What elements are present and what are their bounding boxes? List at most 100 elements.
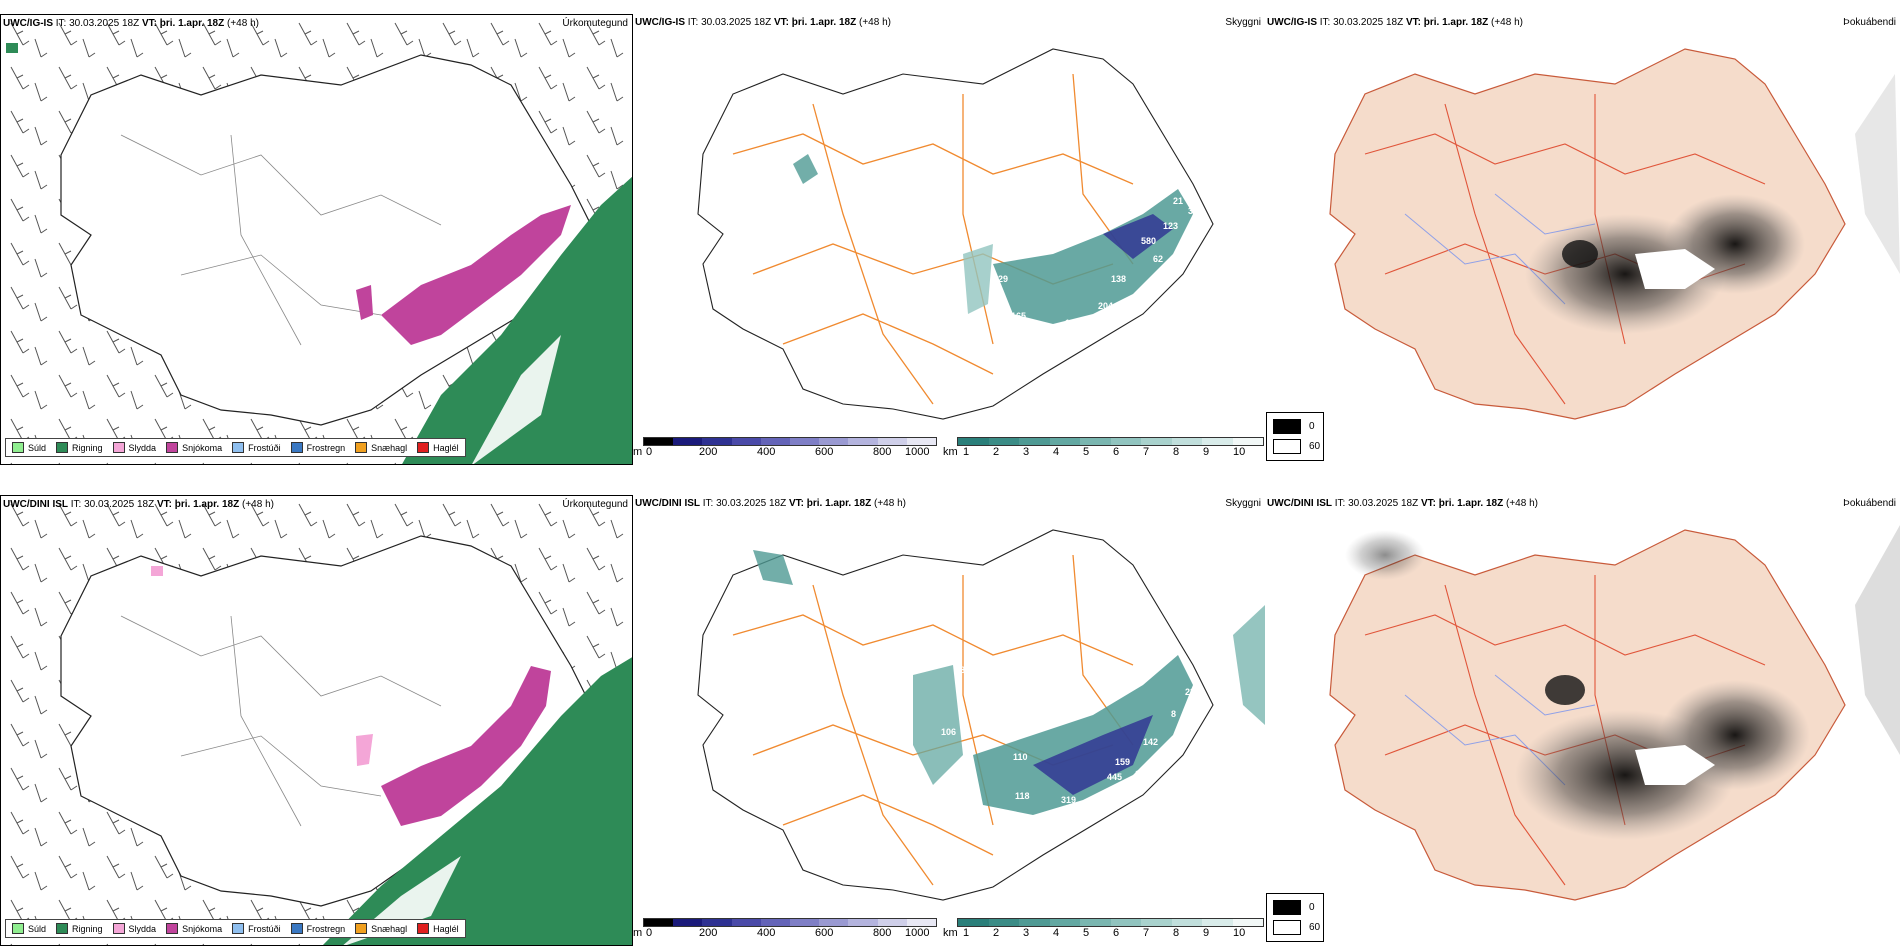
low-ceiling-area (1033, 715, 1153, 795)
legend-item-frostudi: Frostúði (232, 923, 281, 934)
vis-swatch (1019, 919, 1050, 926)
vis-unit: km (943, 446, 958, 458)
visibility-panel-dini: 185 106 110 42 142 159 445 118 319 149 8… (633, 495, 1265, 947)
snow-area (381, 666, 551, 826)
legend-swatch (290, 442, 303, 453)
ceiling-swatch (819, 919, 849, 926)
panel-title: Úrkomutegund (562, 18, 628, 29)
ceiling-swatch (877, 919, 907, 926)
vis-value: 18 (1163, 272, 1173, 282)
precip-legend: Súld Rigning Slydda Snjókoma Frostúði Fr… (5, 919, 466, 938)
ceiling-swatch (760, 438, 791, 445)
vis-tick: 2 (993, 446, 1000, 458)
panel-title: Þokuábendi (1843, 17, 1896, 28)
vis-value: 319 (1061, 795, 1076, 805)
vis-unit: km (943, 927, 958, 939)
ceiling-swatch (819, 438, 849, 445)
ceiling-tick: 400 (757, 446, 776, 458)
vis-swatch (1171, 919, 1202, 926)
vis-swatch (988, 438, 1019, 445)
ceiling-swatch (702, 438, 732, 445)
vis-value: 580 (1141, 236, 1156, 246)
rivers (120, 615, 442, 827)
fog-legend-value: 0 (1309, 421, 1315, 432)
vis-swatch (1110, 919, 1141, 926)
fog-area (1545, 675, 1585, 705)
vis-value: 149 (1085, 803, 1100, 813)
legend-swatch (12, 923, 24, 934)
rain-spot (6, 43, 18, 53)
legend-swatch (112, 923, 125, 934)
vis-tick: 4 (1053, 927, 1060, 939)
ceiling-tick: 800 (873, 927, 892, 939)
vis-value: 106 (1135, 769, 1150, 779)
panel-title: Þokuábendi (1843, 498, 1896, 509)
ceiling-swatch (731, 438, 761, 445)
fog-area-offshore (1855, 525, 1900, 755)
vis-swatch (958, 919, 989, 926)
ceiling-swatch (644, 438, 674, 445)
ceiling-tick: 200 (699, 927, 718, 939)
ceiling-swatch (848, 919, 878, 926)
ceiling-tick: 0 (646, 446, 653, 458)
vis-swatch (1080, 919, 1111, 926)
legend-swatch (232, 442, 245, 453)
visibility-values: 154 16 229 165 138 127 204 83 580 123 62… (868, 196, 1193, 328)
ceiling-tick: 400 (757, 927, 776, 939)
vis-tick: 8 (1173, 927, 1180, 939)
vis-swatch (1049, 919, 1080, 926)
vis-swatch (1080, 438, 1111, 445)
legend-item-snaehagl: Snæhagl (355, 923, 407, 934)
vis-tick: 3 (1023, 446, 1030, 458)
ceiling-swatch (673, 919, 703, 926)
ceiling-swatch (702, 919, 732, 926)
low-visibility-area-3 (793, 154, 818, 184)
vis-swatch (1232, 438, 1263, 445)
legend-swatch (417, 442, 430, 453)
fog-panel-igis: UWC/IG-IS IT: 30.03.2025 18Z VT: þri. 1.… (1265, 14, 1900, 466)
vis-tick: 3 (1023, 927, 1030, 939)
rain-gap (472, 335, 561, 464)
legend-swatch (417, 923, 430, 934)
legend-item-sudl: Súld (12, 923, 46, 934)
vis-tick: 5 (1083, 446, 1090, 458)
visibility-colorbar: km 1 2 3 4 5 6 7 8 9 10 (943, 918, 1265, 946)
fog-legend-swatch (1273, 419, 1301, 434)
vis-tick: 6 (1113, 446, 1120, 458)
vis-value: 106 (941, 727, 956, 737)
legend-swatch (112, 442, 125, 453)
panel-header: UWC/IG-IS IT: 30.03.2025 18Z VT: þri. 1.… (635, 17, 891, 28)
vis-tick: 9 (1203, 927, 1210, 939)
vis-swatch (958, 438, 989, 445)
ceiling-swatch (906, 919, 937, 926)
fog-panel-dini: UWC/DINI ISL IT: 30.03.2025 18Z VT: þri.… (1265, 495, 1900, 947)
snow-patch (356, 285, 373, 320)
ceiling-tick: 0 (646, 927, 653, 939)
vis-value: 229 (993, 274, 1008, 284)
ceiling-tick: 1000 (905, 927, 930, 939)
precip-legend: Súld Rigning Slydda Snjókoma Frostúði Fr… (5, 438, 466, 457)
vis-value: 165 (1011, 311, 1026, 321)
ceiling-colorbar: m 0 200 400 600 800 1000 (633, 437, 938, 465)
ceiling-swatch (760, 919, 791, 926)
vis-value: 62 (1153, 254, 1163, 264)
ceiling-swatch (731, 919, 761, 926)
vis-tick: 8 (1173, 446, 1180, 458)
ceiling-swatch (673, 438, 703, 445)
precip-type-panel-igis: UWC/IG-IS IT: 30.03.2025 18Z VT: þri. 1.… (0, 14, 633, 465)
panel-header: UWC/DINI ISL IT: 30.03.2025 18Z VT: þri.… (3, 499, 274, 510)
glacier (1635, 745, 1715, 785)
ceiling-swatch (848, 438, 878, 445)
vis-swatch (1141, 919, 1172, 926)
legend-item-rigning: Rigning (56, 923, 103, 934)
fog-map-dini (1329, 525, 1900, 901)
vis-tick: 10 (1233, 927, 1246, 939)
visibility-map-dini: 185 106 110 42 142 159 445 118 319 149 8… (697, 529, 1265, 901)
precip-map-dini (1, 496, 632, 945)
ceiling-tick: 600 (815, 927, 834, 939)
legend-item-rigning: Rigning (56, 442, 103, 453)
low-visibility-area-2 (913, 665, 963, 785)
roads (732, 73, 1134, 405)
vis-value: 85 (1103, 799, 1113, 809)
legend-item-haglel: Haglél (417, 923, 459, 934)
